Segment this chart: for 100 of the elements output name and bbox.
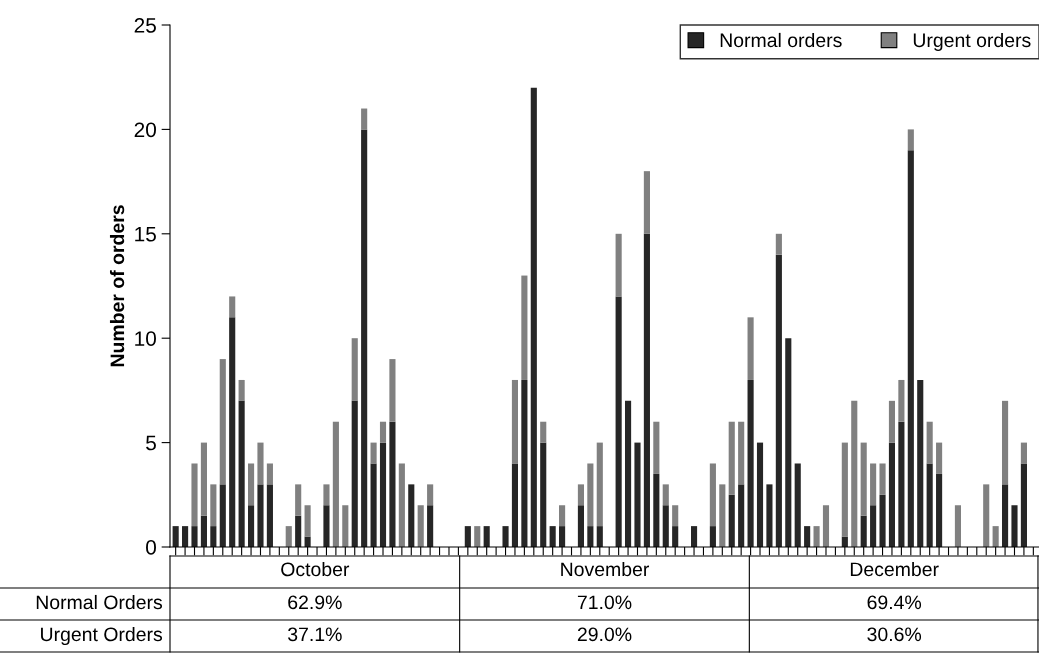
bar: [766, 484, 773, 547]
bar: [879, 494, 886, 547]
bar: [709, 463, 716, 527]
bar: [464, 526, 471, 547]
bar: [747, 379, 754, 547]
bar: [709, 526, 716, 547]
bar: [295, 515, 302, 547]
bar: [540, 442, 547, 547]
text: October: [281, 561, 350, 577]
bar: [427, 484, 434, 506]
bar: [370, 463, 377, 547]
bar: [851, 400, 858, 547]
bar: [182, 526, 189, 547]
bar: [559, 526, 566, 547]
bar: [200, 442, 207, 516]
bar: [191, 526, 198, 547]
bar: [247, 463, 255, 506]
bar: [898, 421, 905, 547]
bar: [257, 484, 264, 547]
text: Normal Orders: [36, 594, 163, 610]
y-tick-label: 25: [134, 18, 156, 33]
bar: [888, 442, 896, 547]
bar: [587, 526, 594, 547]
bar: [775, 233, 782, 255]
bar: [361, 108, 368, 130]
bar: [521, 379, 528, 547]
y-tick-label: 10: [135, 331, 156, 346]
bar: [917, 379, 924, 547]
legend-label: Urgent orders: [913, 32, 1031, 52]
bar: [738, 421, 745, 485]
bar: [351, 400, 358, 547]
bar: [521, 275, 528, 380]
bar: [625, 400, 632, 547]
y-tick-label: 5: [146, 435, 156, 451]
bar: [389, 359, 396, 422]
bar: [351, 338, 358, 401]
bar: [1002, 400, 1009, 485]
bar: [936, 473, 943, 547]
text: 30.6%: [867, 627, 922, 642]
bar: [860, 442, 867, 516]
bar: [238, 379, 245, 401]
bar: [530, 87, 537, 547]
bar: [408, 484, 415, 547]
bar: [1020, 442, 1027, 464]
bar: [238, 400, 245, 547]
y-tick-label: 20: [134, 122, 156, 138]
bar: [304, 505, 311, 537]
bar: [719, 484, 726, 547]
bar: [738, 484, 745, 547]
bar: [954, 505, 962, 547]
text: 37.1%: [288, 627, 342, 642]
bar: [511, 379, 519, 464]
bar: [200, 515, 207, 547]
bar: [247, 505, 255, 547]
bar: [559, 505, 566, 527]
bar: [653, 421, 660, 474]
bar: [775, 254, 782, 547]
bar: [219, 359, 226, 485]
bar: [936, 442, 943, 474]
bar: [257, 442, 264, 485]
bar: [361, 129, 368, 547]
bar: [323, 484, 330, 506]
bar: [785, 338, 792, 547]
bar: [926, 463, 933, 547]
text: November: [561, 561, 650, 577]
bar: [870, 505, 877, 547]
text: 71.0%: [577, 595, 632, 610]
bar: [983, 484, 990, 547]
bar: [813, 526, 820, 547]
bar: [888, 400, 896, 443]
bar: [870, 463, 877, 506]
bar: [907, 129, 914, 151]
bar: [266, 463, 273, 485]
bar: [219, 484, 226, 547]
bar: [511, 463, 519, 547]
bar: [191, 463, 198, 527]
bar: [1011, 505, 1018, 547]
bar: [389, 421, 396, 547]
bar: [643, 233, 650, 547]
bar: [370, 442, 377, 464]
bar: [804, 526, 811, 547]
bar: [615, 296, 622, 547]
text: December: [850, 561, 939, 577]
y-tick-label: 15: [135, 227, 156, 242]
y-axis-title: Number of orders: [109, 205, 125, 367]
bar: [690, 526, 698, 547]
text: 69.4%: [867, 595, 922, 610]
bar: [615, 233, 622, 297]
bar: [266, 484, 273, 547]
bar: [926, 421, 933, 464]
bar: [634, 442, 641, 547]
bar: [229, 317, 236, 547]
bar: [172, 526, 179, 547]
bar: [728, 421, 735, 495]
bar: [794, 463, 801, 547]
bar: [907, 150, 914, 547]
bar: [427, 505, 434, 547]
bar: [332, 421, 339, 547]
bar: [643, 171, 650, 234]
bar: [662, 505, 669, 547]
